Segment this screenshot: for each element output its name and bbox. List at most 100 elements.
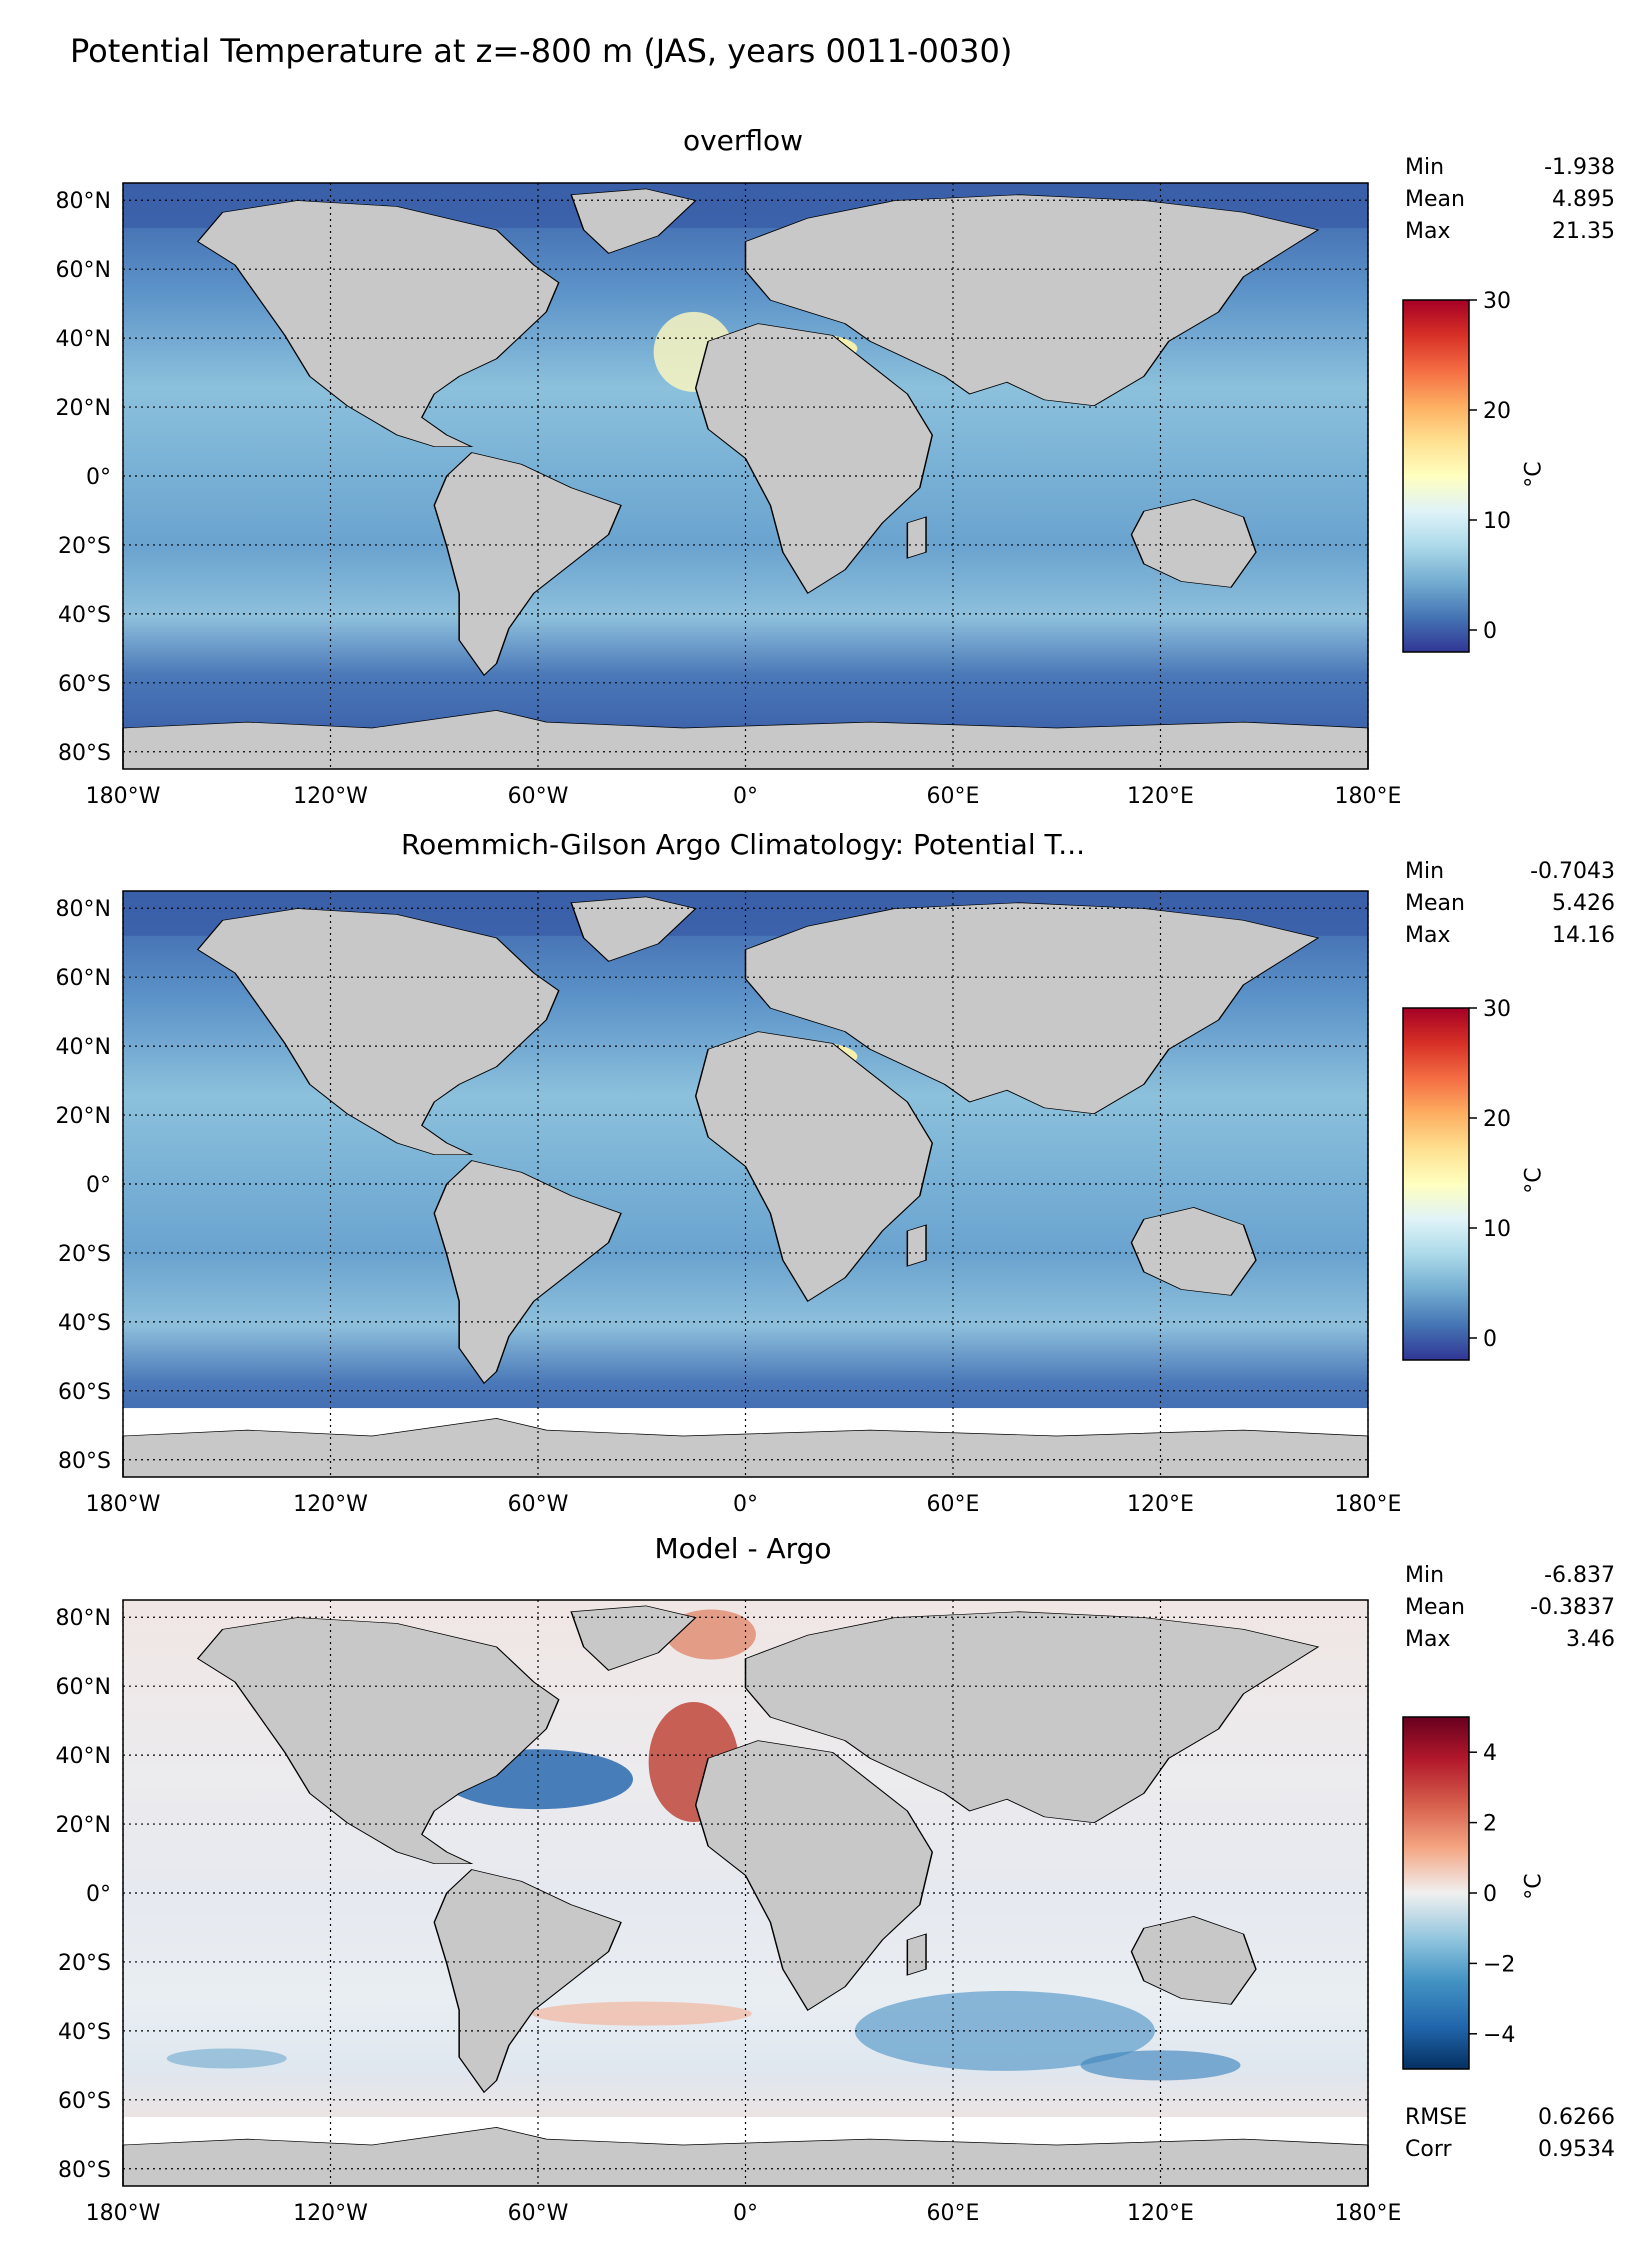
indian-ocean-cold-anomaly xyxy=(854,1990,1155,2071)
y-tick-label: 80°S xyxy=(58,1449,111,1474)
map-frame xyxy=(122,1599,1369,2187)
stat-value: -0.3837 xyxy=(1530,1595,1615,1620)
x-tick-label: 180°E xyxy=(1335,2201,1402,2226)
x-tick-label: 180°E xyxy=(1335,1492,1402,1517)
x-tick-label: 60°E xyxy=(927,2201,980,2226)
y-tick-label: 20°N xyxy=(56,396,111,421)
x-tick-label: 120°W xyxy=(293,784,368,809)
colorbar-tick-label: 4 xyxy=(1483,1741,1497,1766)
x-tick-label: 60°W xyxy=(508,2201,569,2226)
colorbar-tick-label: 20 xyxy=(1483,1107,1511,1132)
map-frame xyxy=(122,182,1369,770)
colorbar-tick-label: 0 xyxy=(1483,1882,1497,1907)
y-tick-label: 40°S xyxy=(58,2020,111,2045)
y-tick-label: 0° xyxy=(86,1173,111,1198)
colorbar-tick-label: 0 xyxy=(1483,1327,1497,1352)
x-tick-label: 120°E xyxy=(1127,1492,1194,1517)
x-tick-label: 0° xyxy=(733,784,758,809)
x-tick-label: 60°E xyxy=(927,784,980,809)
stat-label: RMSE xyxy=(1405,2105,1468,2130)
y-tick-label: 40°N xyxy=(56,1744,111,1769)
colorbar xyxy=(1402,299,1470,653)
colorbar xyxy=(1402,1716,1470,2070)
stat-value: 3.46 xyxy=(1566,1627,1615,1652)
x-tick-label: 60°W xyxy=(508,784,569,809)
stat-value: 14.16 xyxy=(1552,923,1615,948)
south-atlantic-warm-band xyxy=(531,2001,752,2026)
x-tick-label: 180°W xyxy=(86,2201,161,2226)
y-tick-label: 80°S xyxy=(58,741,111,766)
figure-title: Potential Temperature at z=-800 m (JAS, … xyxy=(70,32,1013,70)
y-tick-label: 80°N xyxy=(56,189,111,214)
panel-2-title: Roemmich-Gilson Argo Climatology: Potent… xyxy=(400,828,1085,861)
colorbar-tick-label: 0 xyxy=(1483,619,1497,644)
y-tick-label: 20°S xyxy=(58,534,111,559)
stat-label: Corr xyxy=(1405,2137,1452,2162)
y-tick-label: 80°N xyxy=(56,1606,111,1631)
panel-3-error-stats: RMSE 0.6266 Corr 0.9534 xyxy=(1405,2102,1615,2166)
south-pacific-cold-band xyxy=(166,2048,287,2069)
x-tick-label: 60°E xyxy=(927,1492,980,1517)
map-panel-2: 180°W 120°W 60°W 0° 60°E 120°E 180°E 80°N 60°N 40… xyxy=(56,891,1511,1517)
stat-value: 4.895 xyxy=(1552,187,1615,212)
southern-cold-anomaly xyxy=(1080,2050,1241,2081)
y-tick-label: 40°S xyxy=(58,603,111,628)
stat-label: Max xyxy=(1405,1627,1451,1652)
x-tick-label: 120°E xyxy=(1127,784,1194,809)
y-tick-label: 60°N xyxy=(56,258,111,283)
colorbar-tick-label: −4 xyxy=(1483,2023,1515,2048)
stat-value: 0.6266 xyxy=(1538,2105,1615,2130)
colorbar-tick-label: −2 xyxy=(1483,1952,1515,1977)
x-tick-label: 120°W xyxy=(293,1492,368,1517)
stat-value: -6.837 xyxy=(1544,1563,1615,1588)
y-tick-label: 40°N xyxy=(56,1035,111,1060)
colorbar-tick-label: 2 xyxy=(1483,1812,1497,1837)
y-tick-label: 0° xyxy=(86,1882,111,1907)
map-frame xyxy=(122,890,1369,1478)
x-tick-label: 0° xyxy=(733,1492,758,1517)
y-tick-label: 60°S xyxy=(58,1380,111,1405)
x-tick-label: 120°W xyxy=(293,2201,368,2226)
x-tick-label: 120°E xyxy=(1127,2201,1194,2226)
stat-value: 0.9534 xyxy=(1538,2137,1615,2162)
stat-label: Mean xyxy=(1405,891,1465,916)
y-tick-label: 60°S xyxy=(58,672,111,697)
y-tick-label: 40°S xyxy=(58,1311,111,1336)
colorbar-tick-label: 10 xyxy=(1483,509,1511,534)
stat-label: Mean xyxy=(1405,187,1465,212)
y-tick-label: 80°S xyxy=(58,2158,111,2183)
panel-1-title: overflow xyxy=(682,124,804,157)
x-tick-label: 60°W xyxy=(508,1492,569,1517)
colorbar-tick-label: 30 xyxy=(1483,289,1511,314)
y-tick-label: 40°N xyxy=(56,327,111,352)
y-tick-label: 60°N xyxy=(56,1675,111,1700)
stat-value: -1.938 xyxy=(1544,155,1615,180)
stat-label: Min xyxy=(1405,859,1445,884)
colorbar-tick-label: 20 xyxy=(1483,399,1511,424)
x-tick-label: 180°W xyxy=(86,1492,161,1517)
y-tick-label: 0° xyxy=(86,465,111,490)
colorbar-tick-label: 10 xyxy=(1483,1217,1511,1242)
map-panel-1: 180°W 120°W 60°W 0° 60°E 120°E 180°E 80°N 60°N 40… xyxy=(56,183,1511,809)
colorbar xyxy=(1402,1007,1470,1361)
stat-label: Mean xyxy=(1405,1595,1465,1620)
colorbar-tick-label: 30 xyxy=(1483,997,1511,1022)
y-tick-label: 20°N xyxy=(56,1813,111,1838)
panel-2-stats: Min -0.7043 Mean 5.426 Max 14.16 xyxy=(1405,856,1615,952)
y-tick-label: 60°S xyxy=(58,2089,111,2114)
x-tick-label: 0° xyxy=(733,2201,758,2226)
map-panel-3: 180°W 120°W 60°W 0° 60°E 120°E 180°E80°N60°N40… xyxy=(56,1600,1516,2226)
y-tick-label: 80°N xyxy=(56,897,111,922)
stat-label: Max xyxy=(1405,219,1451,244)
panel-1-stats: Min -1.938 Mean 4.895 Max 21.35 xyxy=(1405,152,1615,248)
y-tick-label: 20°S xyxy=(58,1242,111,1267)
x-tick-label: 180°E xyxy=(1335,784,1402,809)
stat-label: Max xyxy=(1405,923,1451,948)
stat-value: 21.35 xyxy=(1552,219,1615,244)
panel-3-title: Model - Argo xyxy=(654,1532,832,1565)
stat-value: -0.7043 xyxy=(1530,859,1615,884)
panel-3-stats: Min -6.837 Mean -0.3837 Max 3.46 xyxy=(1405,1560,1615,1656)
stat-label: Min xyxy=(1405,1563,1445,1588)
x-tick-label: 180°W xyxy=(86,784,161,809)
